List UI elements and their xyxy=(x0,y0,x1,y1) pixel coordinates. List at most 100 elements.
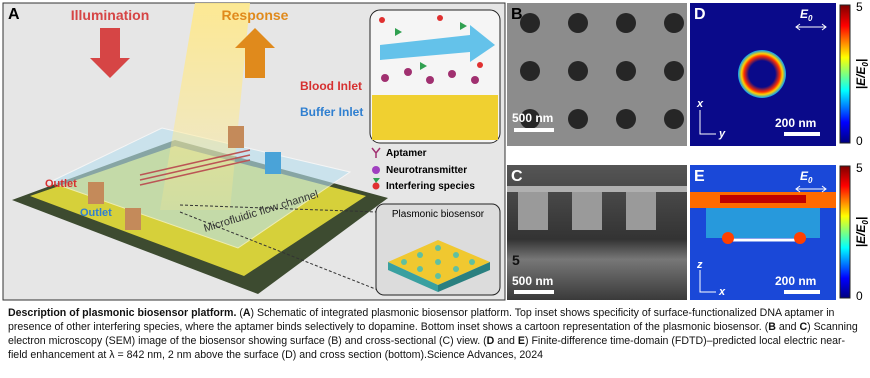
shape xyxy=(426,76,434,84)
light-beam xyxy=(160,3,250,210)
shape xyxy=(448,70,456,78)
field-band xyxy=(720,195,806,203)
field-label: E0 xyxy=(800,169,813,185)
colorbar-label: |E/E0| xyxy=(854,217,870,248)
scale-label: 200 nm xyxy=(775,274,816,288)
legend-icon xyxy=(372,182,380,190)
caption-bold: C xyxy=(799,321,808,333)
scale-bar xyxy=(784,290,820,294)
shape xyxy=(518,190,548,230)
figure: Illumination Response Blood Inlet Buffer… xyxy=(2,0,870,302)
axes xyxy=(699,270,716,293)
outlet-cyl xyxy=(125,208,141,230)
axis-label: z xyxy=(696,259,703,271)
shape xyxy=(417,266,423,272)
caption-text: and xyxy=(494,335,518,347)
hotspot xyxy=(722,232,734,244)
colorbar-tick: 0 xyxy=(856,134,863,148)
shape xyxy=(401,259,407,265)
shape: |E/E xyxy=(854,224,868,248)
flow-arrow xyxy=(380,25,495,62)
shape: | xyxy=(854,59,868,62)
particles xyxy=(395,22,467,70)
caption-text: ) Schematic of integrated plasmonic bios… xyxy=(8,307,835,333)
shape xyxy=(616,13,636,33)
field-map xyxy=(738,50,786,98)
colorbar-tick: 5 xyxy=(856,0,863,14)
inlet-cyl xyxy=(265,152,281,174)
panel-label: D xyxy=(694,6,706,23)
shape xyxy=(572,190,602,230)
axes xyxy=(699,110,716,135)
scale-label: 200 nm xyxy=(775,116,816,130)
pillars xyxy=(518,190,656,230)
colorbar xyxy=(839,4,851,144)
zoom-line xyxy=(179,204,379,291)
shape xyxy=(381,74,389,82)
polarization xyxy=(795,185,827,193)
axis-label: x xyxy=(696,98,704,110)
label: Response xyxy=(222,7,289,23)
shape xyxy=(477,62,483,68)
caption-text: and xyxy=(775,321,800,333)
array xyxy=(438,262,490,292)
hotspot xyxy=(794,232,806,244)
caption-text: ( xyxy=(236,307,243,319)
layer xyxy=(507,186,687,192)
shape xyxy=(437,15,443,21)
shape: 0 xyxy=(861,220,870,225)
shape xyxy=(616,109,636,129)
array xyxy=(388,262,438,292)
colorbar xyxy=(839,165,851,299)
caption: Description of plasmonic biosensor platf… xyxy=(8,306,860,376)
shape: E xyxy=(800,7,809,21)
caption-bold: B xyxy=(768,321,776,333)
caption-bold: A xyxy=(242,307,251,319)
outlet-cyl xyxy=(88,182,104,204)
shape: | xyxy=(854,217,868,220)
shape xyxy=(568,61,588,81)
shape: 0 xyxy=(808,176,813,185)
shape xyxy=(664,61,684,81)
legend-text: Interfering species xyxy=(386,181,475,192)
arrow-response xyxy=(235,28,275,78)
pillars xyxy=(401,245,475,279)
shape xyxy=(420,62,427,70)
caption-text: ) Finite-difference time-domain (FDTD)–p… xyxy=(8,335,846,361)
inset-title: Plasmonic biosensor xyxy=(392,209,485,220)
shape: E xyxy=(800,169,809,183)
surface xyxy=(372,95,498,140)
shape: 0 xyxy=(861,62,870,67)
label: Outlet xyxy=(45,178,77,190)
shape xyxy=(664,13,684,33)
scale-bar xyxy=(514,290,554,294)
panel-label: B xyxy=(511,6,523,23)
field-label: E0 xyxy=(800,7,813,23)
panel-label: A xyxy=(8,6,20,23)
shape xyxy=(471,76,479,84)
shape xyxy=(568,109,588,129)
scale-label: 500 nm xyxy=(512,111,553,125)
shape xyxy=(520,61,540,81)
shape xyxy=(520,109,540,129)
shape xyxy=(379,17,385,23)
label: Outlet xyxy=(80,207,112,219)
shape xyxy=(616,61,636,81)
shape xyxy=(568,13,588,33)
particles xyxy=(379,15,483,68)
arrow-illumination xyxy=(90,28,130,78)
caption-bold: E xyxy=(517,335,525,347)
colorbar-tick: 5 xyxy=(856,161,863,175)
polarization xyxy=(795,23,827,31)
scale-bar xyxy=(514,128,554,132)
shape xyxy=(435,259,441,265)
colorbar-tick: 0 xyxy=(856,289,863,302)
axis-label: y xyxy=(718,128,726,140)
mark: 5 xyxy=(512,252,520,268)
panel-label: C xyxy=(511,168,523,185)
shape xyxy=(626,190,656,230)
aptamers xyxy=(381,68,479,84)
shape xyxy=(395,28,402,36)
shape xyxy=(520,13,540,33)
